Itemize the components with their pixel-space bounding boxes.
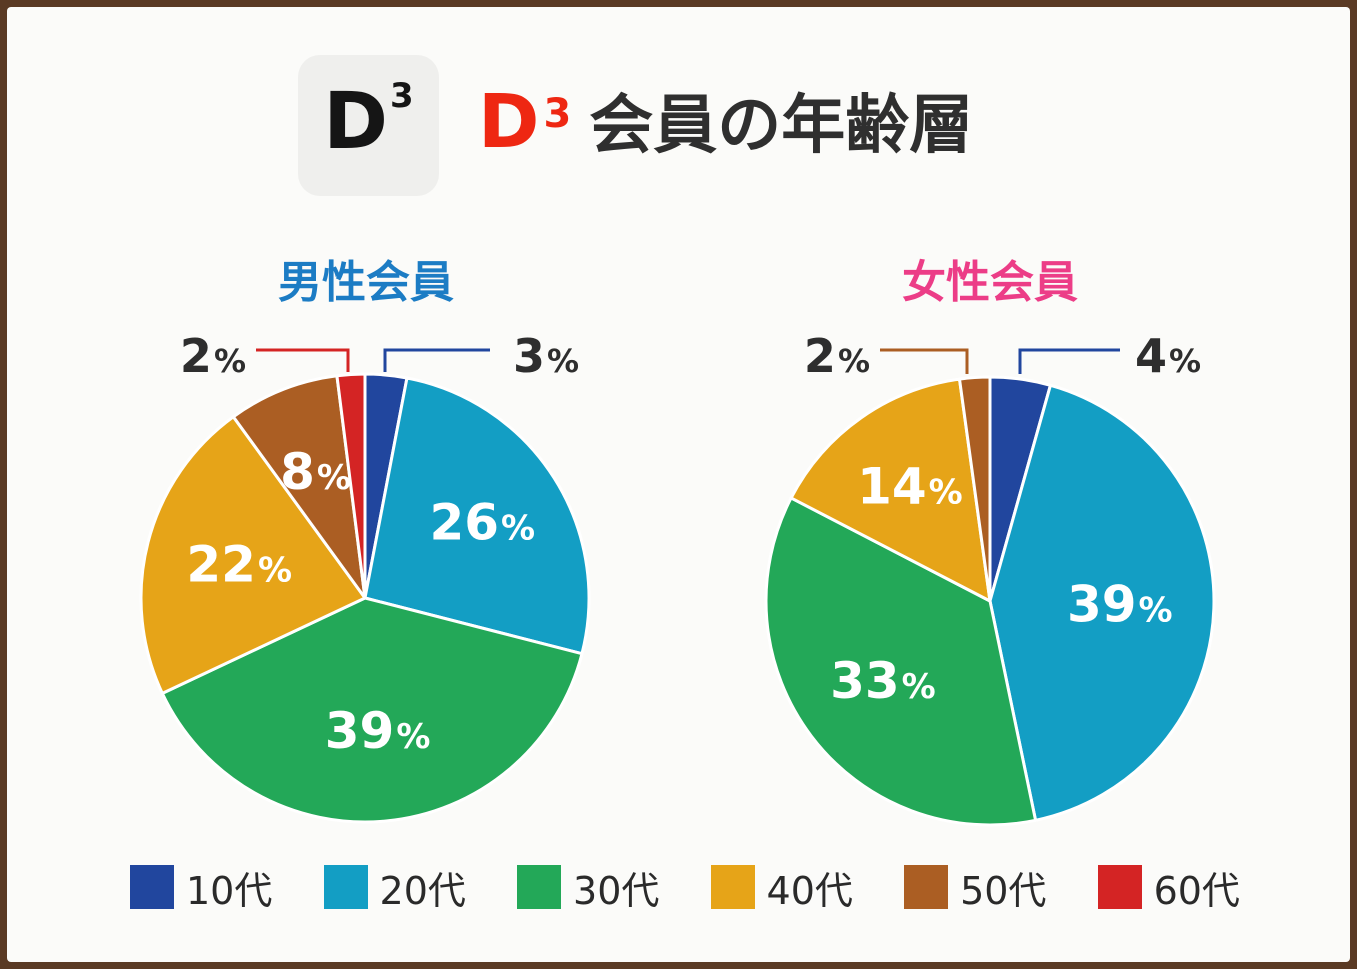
- data-label: 4%: [1135, 329, 1201, 383]
- pie-slice-20代: [363, 376, 591, 656]
- pie-slice-20代: [988, 383, 1216, 822]
- data-label: 2%: [804, 329, 870, 383]
- legend-swatch: [323, 865, 368, 909]
- legend-swatch: [130, 865, 174, 909]
- data-label: 26%: [429, 494, 535, 552]
- legend-item: 20代: [323, 860, 466, 915]
- data-label: 33%: [830, 652, 936, 710]
- legend-label: 60代: [1153, 868, 1240, 913]
- legend-item: 40代: [710, 860, 853, 915]
- male-pie: 3% 26% 39% 22% 8% 2%: [139, 329, 591, 824]
- legend-item: 60代: [1097, 860, 1240, 915]
- female-pie-title: 女性会員: [902, 257, 1078, 308]
- leader-line: [256, 348, 350, 372]
- d3-logo: D3: [298, 55, 439, 196]
- legend-item: 30代: [517, 860, 659, 915]
- logo-text: D3: [323, 76, 414, 167]
- male-pie-title: 男性会員: [278, 257, 454, 308]
- legend-swatch: [904, 865, 949, 909]
- female-pie: 4% 39% 33% 14% 2%: [764, 329, 1216, 827]
- legend-label: 30代: [573, 868, 660, 913]
- data-label: 3%: [513, 329, 579, 383]
- legend-swatch: [517, 865, 562, 909]
- legend-label: 10代: [186, 868, 273, 913]
- leader-line: [383, 348, 490, 372]
- leader-line: [880, 348, 969, 374]
- pie-slice-50代: [958, 375, 992, 603]
- pie-slice-50代: [231, 374, 367, 600]
- legend-item: 50代: [904, 860, 1046, 915]
- data-label: 39%: [1067, 575, 1173, 633]
- pie-slice-40代: [789, 377, 992, 603]
- legend-swatch: [710, 865, 755, 909]
- legend-swatch: [1097, 865, 1142, 909]
- data-label: 39%: [325, 702, 431, 760]
- legend-label: 40代: [766, 868, 853, 913]
- title-text: 会員の年齢層: [589, 89, 974, 163]
- legend-item: 10代: [130, 860, 272, 915]
- page-title: D 3 会員の年齢層: [478, 72, 973, 172]
- data-label: 2%: [180, 329, 246, 383]
- leader-line: [1018, 348, 1120, 374]
- pie-slice-60代: [335, 372, 367, 600]
- pie-slice-30代: [764, 496, 1038, 827]
- legend-label: 20代: [379, 868, 466, 913]
- legend: 10代 20代 30代 40代 50代 60代: [130, 860, 1240, 915]
- pie-slice-40代: [139, 415, 367, 695]
- data-label: 22%: [186, 536, 292, 594]
- legend-label: 50代: [960, 868, 1047, 913]
- data-label: 14%: [857, 458, 963, 516]
- pie-slice-30代: [160, 596, 584, 824]
- data-label: 8%: [280, 443, 351, 501]
